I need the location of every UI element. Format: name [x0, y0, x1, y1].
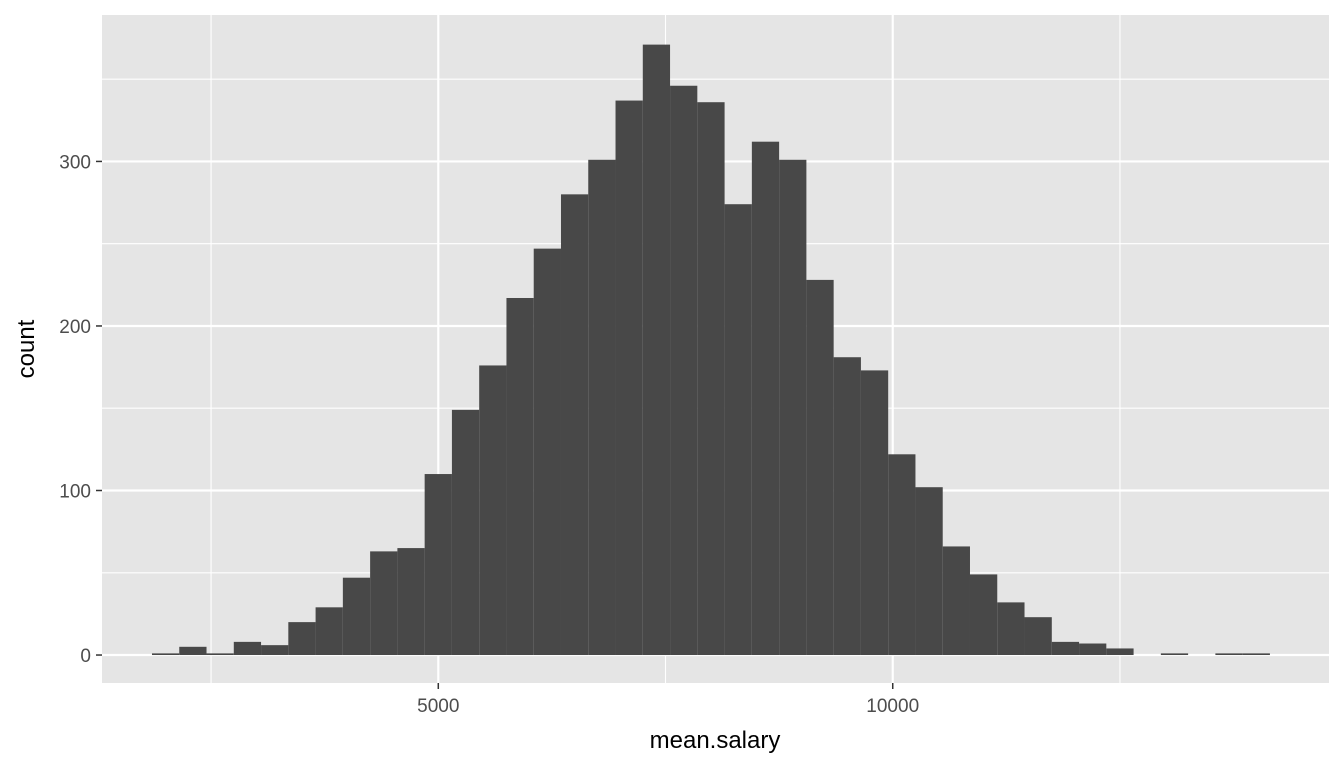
histogram-bar: [342, 577, 371, 656]
histogram-bar: [724, 204, 752, 656]
histogram-bar: [151, 653, 180, 656]
x-tick-label: 10000: [866, 696, 919, 717]
histogram-bar: [261, 645, 289, 656]
y-axis-title: count: [13, 319, 40, 378]
histogram-bar: [806, 279, 834, 656]
histogram-bar: [942, 546, 970, 656]
histogram-bar: [833, 357, 861, 656]
histogram-bar: [588, 159, 616, 656]
histogram-bar: [533, 248, 561, 656]
histogram-bar: [670, 85, 698, 656]
histogram-bar: [179, 646, 207, 656]
x-tick-label: 5000: [417, 696, 459, 717]
y-tick-label: 300: [59, 152, 91, 173]
histogram-bar: [1079, 643, 1107, 656]
histogram-bar: [397, 548, 425, 656]
histogram-bar: [479, 365, 507, 656]
histogram-bar: [860, 370, 889, 656]
histogram-bar: [969, 574, 998, 656]
x-axis-ticks: 5000 10000: [417, 683, 919, 717]
histogram-bar: [751, 141, 780, 656]
histogram-bar: [506, 297, 534, 656]
histogram-bar: [615, 100, 643, 656]
histogram-bar: [370, 551, 398, 656]
histogram-bar: [233, 641, 262, 656]
histogram-bar: [779, 159, 807, 656]
histogram-bar: [288, 622, 316, 656]
x-axis-title: mean.salary: [650, 727, 781, 754]
histogram-bar: [1242, 653, 1270, 656]
histogram-bar: [1106, 648, 1134, 656]
histogram-bar: [424, 474, 452, 656]
y-axis-ticks: 0 100 200 300: [59, 152, 102, 667]
histogram-bar: [697, 102, 725, 656]
y-tick-label: 100: [59, 481, 91, 502]
y-tick-label: 0: [80, 646, 91, 667]
histogram-bars: [151, 44, 1270, 656]
histogram-bar: [560, 194, 589, 656]
histogram-bar: [1215, 653, 1243, 656]
histogram-bar: [915, 487, 943, 656]
histogram-bar: [888, 454, 916, 656]
histogram-bar: [206, 653, 234, 656]
histogram-bar: [1160, 653, 1189, 656]
histogram-bar: [1051, 641, 1080, 656]
histogram-bar: [451, 409, 480, 656]
y-tick-label: 200: [59, 317, 91, 338]
histogram-bar: [997, 602, 1025, 656]
histogram-bar: [315, 607, 343, 656]
histogram-bar: [642, 44, 671, 656]
histogram-bar: [1024, 617, 1052, 656]
